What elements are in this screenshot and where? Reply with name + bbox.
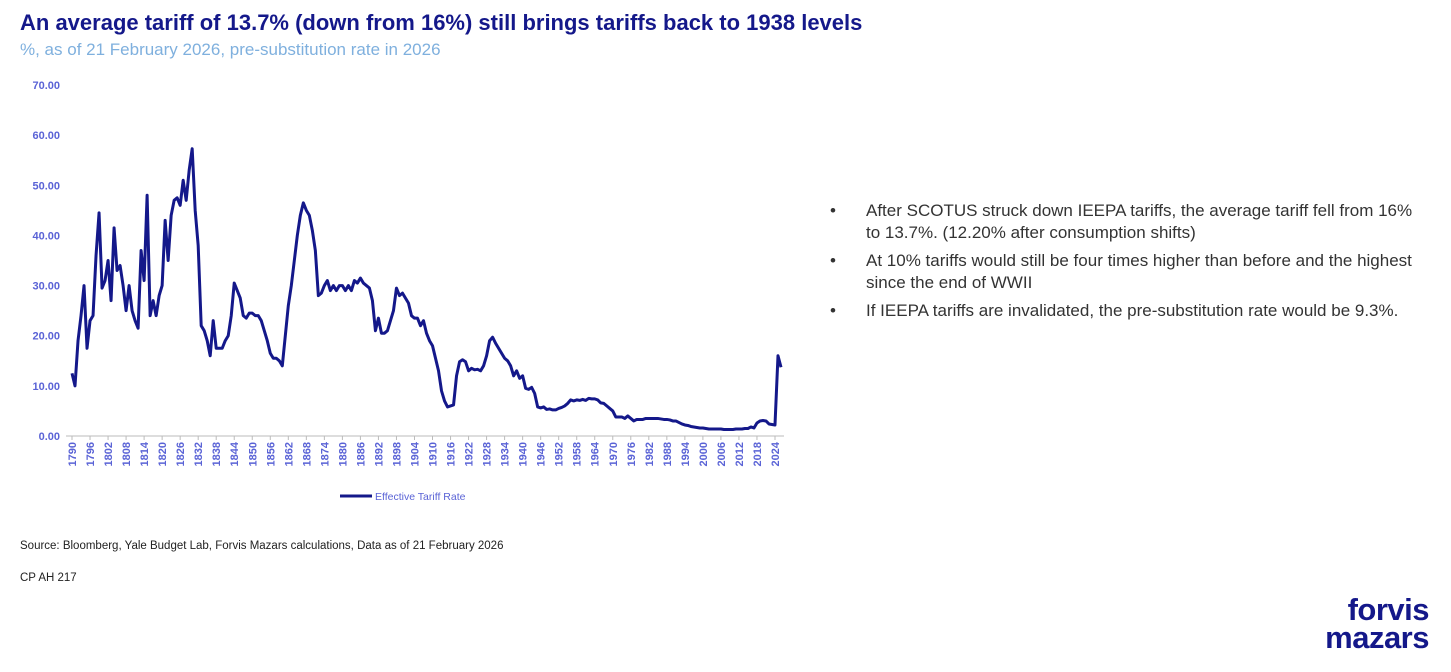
x-tick-label: 1940 bbox=[518, 442, 530, 466]
x-tick-label: 1910 bbox=[428, 442, 440, 466]
x-tick-label: 1814 bbox=[139, 441, 151, 466]
x-tick-label: 1862 bbox=[283, 442, 295, 466]
y-tick-label: 0.00 bbox=[39, 431, 60, 443]
x-tick-label: 1874 bbox=[319, 441, 331, 466]
x-tick-label: 2006 bbox=[716, 442, 728, 466]
x-tick-label: 1796 bbox=[85, 442, 97, 466]
x-tick-label: 1988 bbox=[662, 442, 674, 466]
title: An average tariff of 13.7% (down from 16… bbox=[20, 10, 863, 35]
x-tick-label: 2018 bbox=[752, 442, 764, 466]
x-tick-label: 2012 bbox=[734, 442, 746, 466]
x-tick-label: 1832 bbox=[193, 442, 205, 466]
x-tick-label: 1790 bbox=[67, 442, 79, 466]
series-line bbox=[70, 147, 783, 431]
x-tick-label: 1826 bbox=[175, 442, 187, 466]
x-tick-label: 1838 bbox=[211, 442, 223, 466]
x-tick-label: 1886 bbox=[355, 442, 367, 466]
bullet-list: After SCOTUS struck down IEEPA tariffs, … bbox=[830, 200, 1420, 328]
x-tick-label: 1928 bbox=[482, 442, 494, 466]
x-tick-label: 1952 bbox=[554, 442, 566, 466]
logo-line: mazars bbox=[1325, 620, 1429, 655]
x-tick-label: 1970 bbox=[608, 442, 620, 466]
x-tick-label: 1958 bbox=[572, 442, 584, 466]
x-tick-label: 1856 bbox=[265, 442, 277, 466]
logo: forvis mazars bbox=[1325, 592, 1430, 655]
y-tick-label: 20.00 bbox=[32, 331, 60, 343]
x-tick-label: 1904 bbox=[409, 441, 421, 466]
logo-line: forvis bbox=[1347, 592, 1430, 627]
y-tick-label: 50.00 bbox=[32, 180, 60, 192]
code: CP AH 217 bbox=[20, 572, 77, 584]
x-tick-label: 1934 bbox=[500, 441, 512, 466]
x-tick-label: 1994 bbox=[680, 441, 692, 466]
y-tick-label: 30.00 bbox=[32, 281, 60, 293]
x-tick-label: 1898 bbox=[391, 442, 403, 466]
bullet: After SCOTUS struck down IEEPA tariffs, … bbox=[830, 200, 1420, 244]
bullet: If IEEPA tariffs are invalidated, the pr… bbox=[830, 300, 1420, 322]
x-tick-label: 1976 bbox=[626, 442, 638, 466]
x-tick-label: 1922 bbox=[464, 442, 476, 466]
x-tick-label: 2000 bbox=[698, 442, 710, 466]
y-tick-label: 10.00 bbox=[32, 381, 60, 393]
x-tick-label: 1946 bbox=[536, 442, 548, 466]
x-tick-label: 2024 bbox=[770, 441, 782, 466]
y-tick-label: 70.00 bbox=[32, 80, 60, 92]
x-tick-label: 1868 bbox=[301, 442, 313, 466]
x-tick-label: 1964 bbox=[590, 441, 602, 466]
subtitle: %, as of 21 February 2026, pre-substitut… bbox=[20, 40, 441, 59]
x-tick-label: 1916 bbox=[446, 442, 458, 466]
x-tick-label: 1880 bbox=[337, 442, 349, 466]
y-tick-label: 60.00 bbox=[32, 130, 60, 142]
x-tick-label: 1820 bbox=[157, 442, 169, 466]
chart: 0.00 10.00 20.00 30.00 40.00 50.00 60.00 70.00 1… bbox=[32, 80, 784, 503]
bullet: At 10% tariffs would still be four times… bbox=[830, 250, 1420, 294]
legend-label: Effective Tariff Rate bbox=[375, 491, 466, 503]
x-tick-label: 1892 bbox=[373, 442, 385, 466]
x-tick-label: 1982 bbox=[644, 442, 656, 466]
x-tick-label: 1844 bbox=[229, 441, 241, 466]
x-tick-label: 1850 bbox=[247, 442, 259, 466]
x-tick-label: 1808 bbox=[121, 442, 133, 466]
x-tick-label: 1802 bbox=[103, 442, 115, 466]
y-tick-label: 40.00 bbox=[32, 230, 60, 242]
source: Source: Bloomberg, Yale Budget Lab, Forv… bbox=[20, 540, 504, 552]
